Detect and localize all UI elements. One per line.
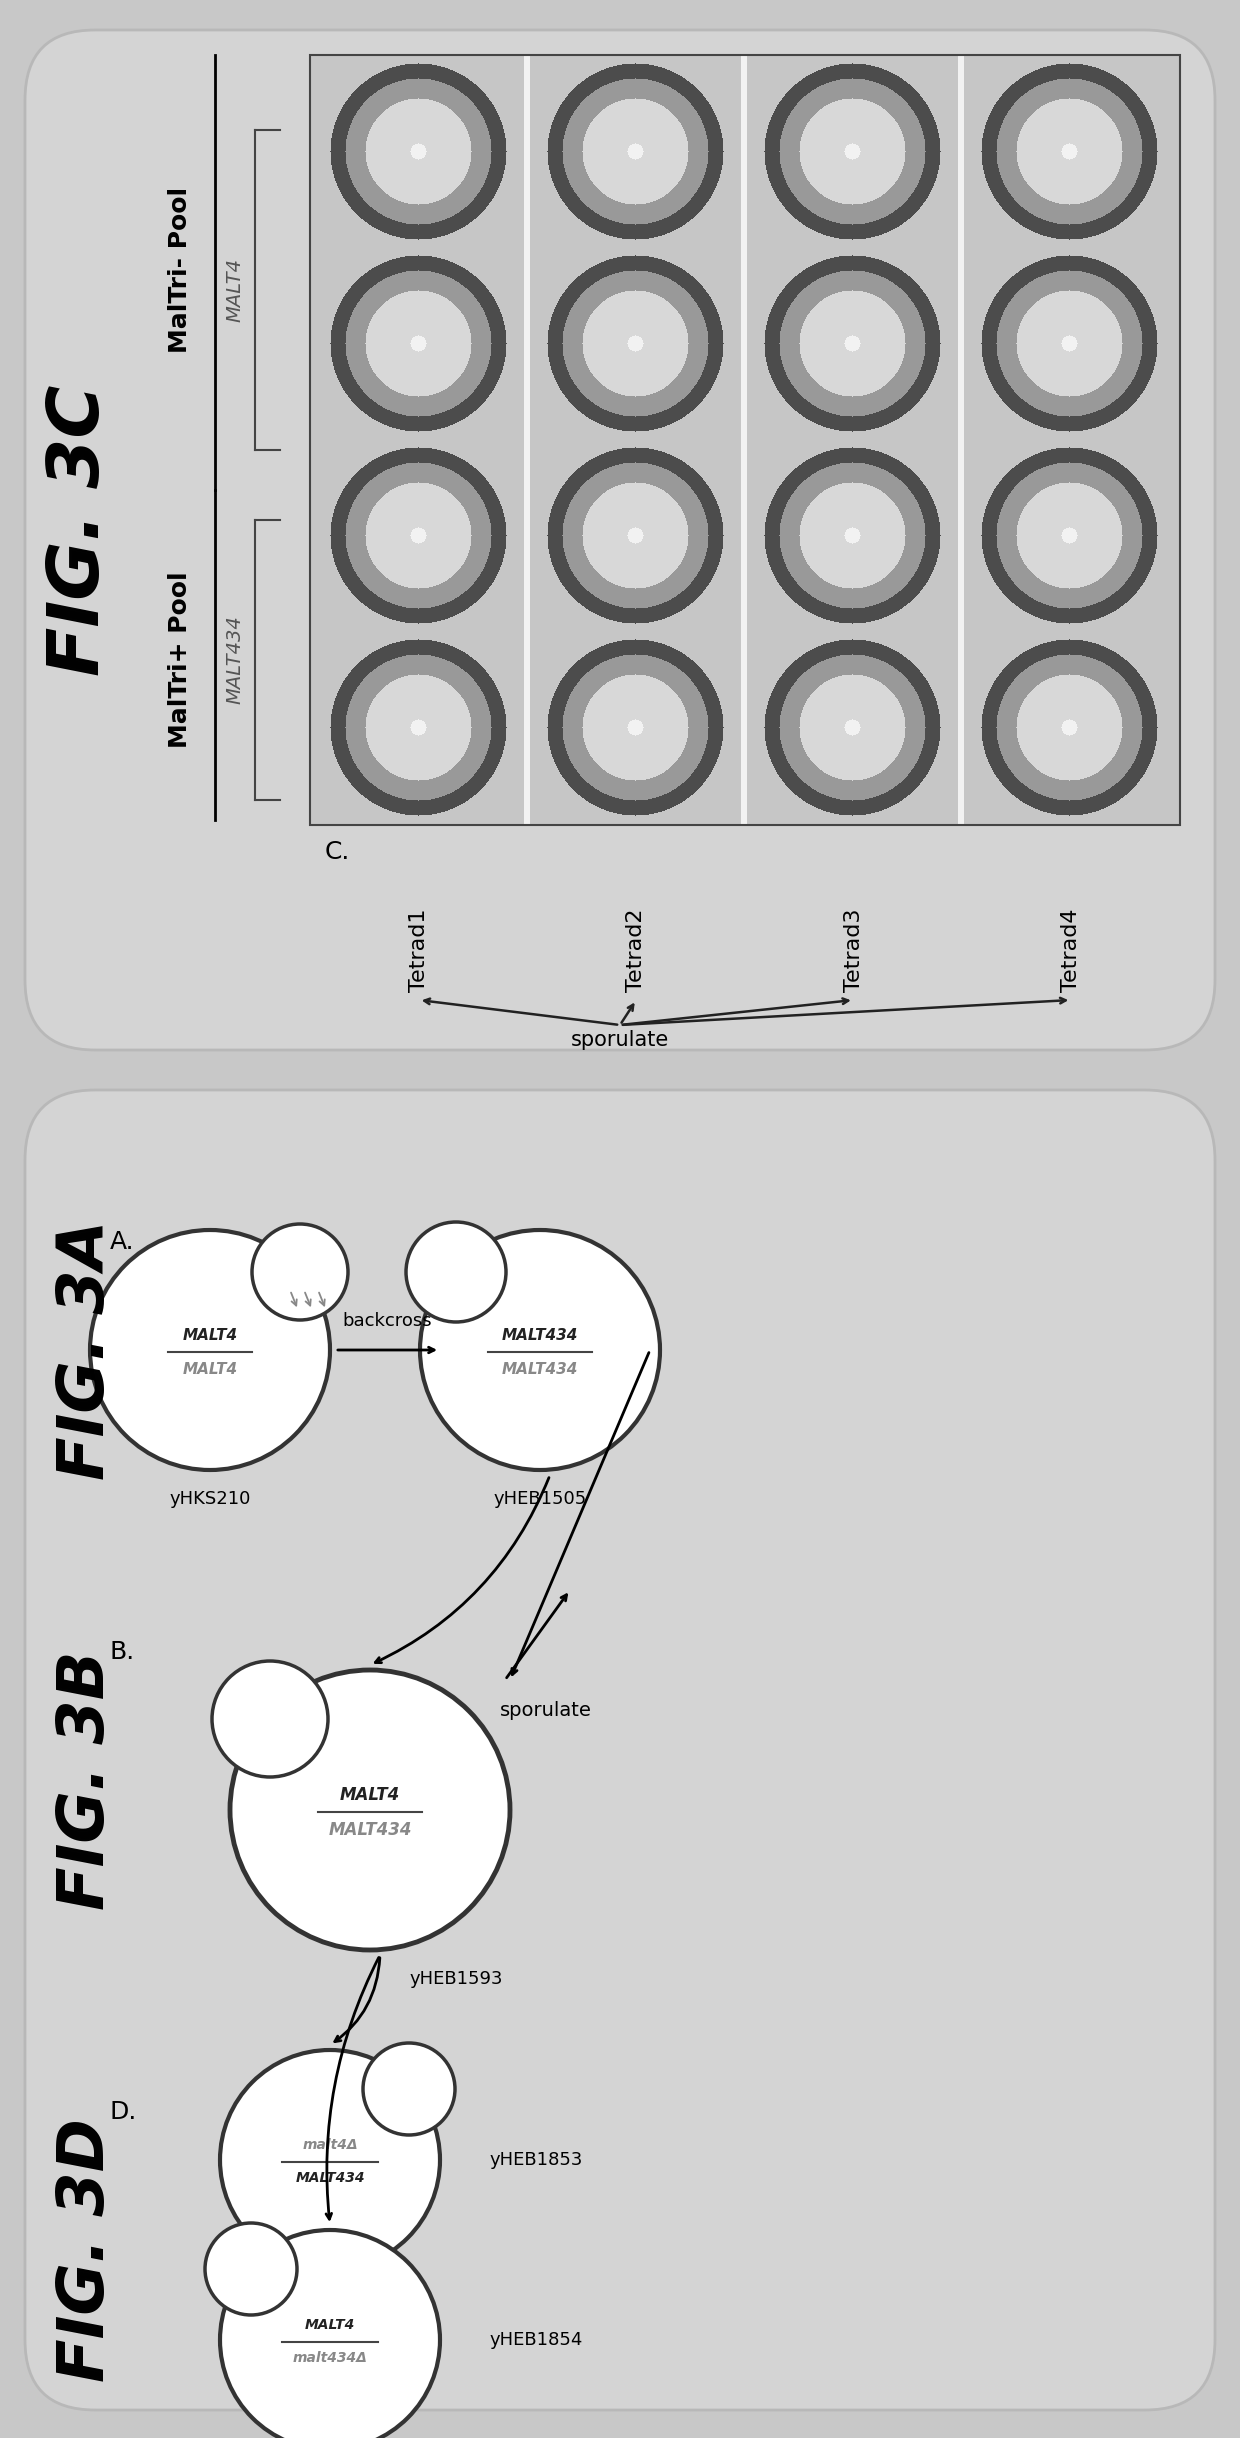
- Text: malt434Δ: malt434Δ: [293, 2350, 367, 2365]
- Text: MALT434: MALT434: [502, 1363, 578, 1377]
- Text: sporulate: sporulate: [570, 1029, 670, 1051]
- Circle shape: [91, 1231, 330, 1470]
- Text: MALT4: MALT4: [226, 258, 244, 322]
- Circle shape: [420, 1231, 660, 1470]
- Text: MalTri+ Pool: MalTri+ Pool: [167, 570, 192, 748]
- Text: yHKS210: yHKS210: [170, 1490, 250, 1509]
- Text: FIG. 3A: FIG. 3A: [55, 1219, 117, 1480]
- Text: MALT434: MALT434: [295, 2170, 365, 2184]
- Text: FIG. 3B: FIG. 3B: [55, 1651, 117, 1909]
- Text: backcross: backcross: [342, 1312, 432, 1331]
- Text: Tetrad4: Tetrad4: [1061, 909, 1081, 992]
- Text: MALT4: MALT4: [305, 2319, 355, 2333]
- Circle shape: [252, 1224, 348, 1319]
- Text: Tetrad3: Tetrad3: [843, 909, 864, 992]
- Text: MALT4: MALT4: [182, 1329, 238, 1343]
- Circle shape: [405, 1221, 506, 1321]
- FancyBboxPatch shape: [25, 1090, 1215, 2411]
- Bar: [310, 56, 1180, 824]
- Text: D.: D.: [110, 2099, 138, 2123]
- Text: Tetrad1: Tetrad1: [409, 909, 429, 992]
- Text: MALT4: MALT4: [182, 1363, 238, 1377]
- Circle shape: [219, 2050, 440, 2270]
- Text: yHEB1505: yHEB1505: [494, 1490, 587, 1509]
- Text: B.: B.: [110, 1641, 135, 1665]
- Text: yHEB1854: yHEB1854: [490, 2331, 583, 2348]
- Text: MALT4: MALT4: [340, 1787, 401, 1804]
- Text: yHEB1853: yHEB1853: [490, 2150, 583, 2170]
- Circle shape: [219, 2231, 440, 2438]
- Text: malt4Δ: malt4Δ: [303, 2138, 358, 2153]
- Circle shape: [229, 1670, 510, 1950]
- FancyBboxPatch shape: [25, 29, 1215, 1051]
- Text: MalTri- Pool: MalTri- Pool: [167, 188, 192, 354]
- Text: yHEB1593: yHEB1593: [410, 1970, 503, 1987]
- Text: Tetrad2: Tetrad2: [626, 909, 646, 992]
- Text: MALT434: MALT434: [226, 617, 244, 705]
- Circle shape: [212, 1660, 329, 1777]
- Text: A.: A.: [110, 1231, 135, 1253]
- Text: sporulate: sporulate: [500, 1699, 591, 1719]
- Text: FIG. 3C: FIG. 3C: [46, 385, 114, 675]
- Text: MALT434: MALT434: [502, 1329, 578, 1343]
- Text: FIG. 3D: FIG. 3D: [55, 2119, 117, 2382]
- Text: C.: C.: [325, 841, 351, 863]
- Circle shape: [363, 2043, 455, 2136]
- Circle shape: [205, 2223, 298, 2316]
- Text: MALT434: MALT434: [329, 1821, 412, 1838]
